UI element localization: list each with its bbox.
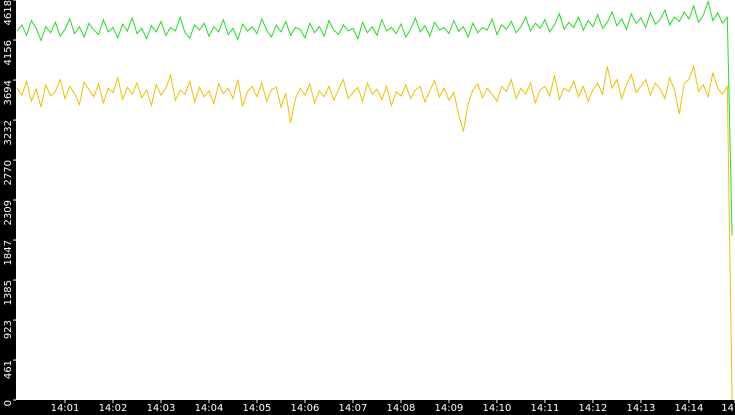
y-tick-label: 1847 xyxy=(3,240,14,265)
y-tick-label: 2770 xyxy=(3,160,14,185)
y-tick-label: 461 xyxy=(3,360,14,379)
x-tick-label: 14:03 xyxy=(147,403,176,414)
x-tick-label: 14:05 xyxy=(243,403,272,414)
x-tick-label: 14:01 xyxy=(51,403,80,414)
y-tick-label: 923 xyxy=(3,320,14,339)
series-line xyxy=(16,0,733,236)
x-tick-label: 14:07 xyxy=(339,403,368,414)
x-tick-label: 14:14 xyxy=(675,403,704,414)
y-tick-label: 2309 xyxy=(3,200,14,225)
x-tick-label: 14:02 xyxy=(99,403,128,414)
x-tick-label: 14:10 xyxy=(483,403,512,414)
y-tick-label: 4618 xyxy=(3,0,14,25)
series-line xyxy=(16,64,733,401)
y-tick-label: 3694 xyxy=(3,80,14,105)
y-tick-label: 0 xyxy=(3,400,14,406)
y-tick-label: 1385 xyxy=(3,280,14,305)
y-tick-label: 4156 xyxy=(3,40,14,65)
x-tick-label: 14 xyxy=(721,403,734,414)
x-tick-label: 14:08 xyxy=(387,403,416,414)
x-tick-label: 14:06 xyxy=(291,403,320,414)
x-axis-bar xyxy=(0,400,735,415)
x-tick-label: 14:12 xyxy=(579,403,608,414)
x-tick-label: 14:04 xyxy=(195,403,224,414)
y-axis-bar xyxy=(0,0,16,415)
x-tick-label: 14:13 xyxy=(627,403,656,414)
x-tick-label: 14:09 xyxy=(435,403,464,414)
x-tick-label: 14:11 xyxy=(531,403,560,414)
y-tick-label: 3232 xyxy=(3,120,14,145)
